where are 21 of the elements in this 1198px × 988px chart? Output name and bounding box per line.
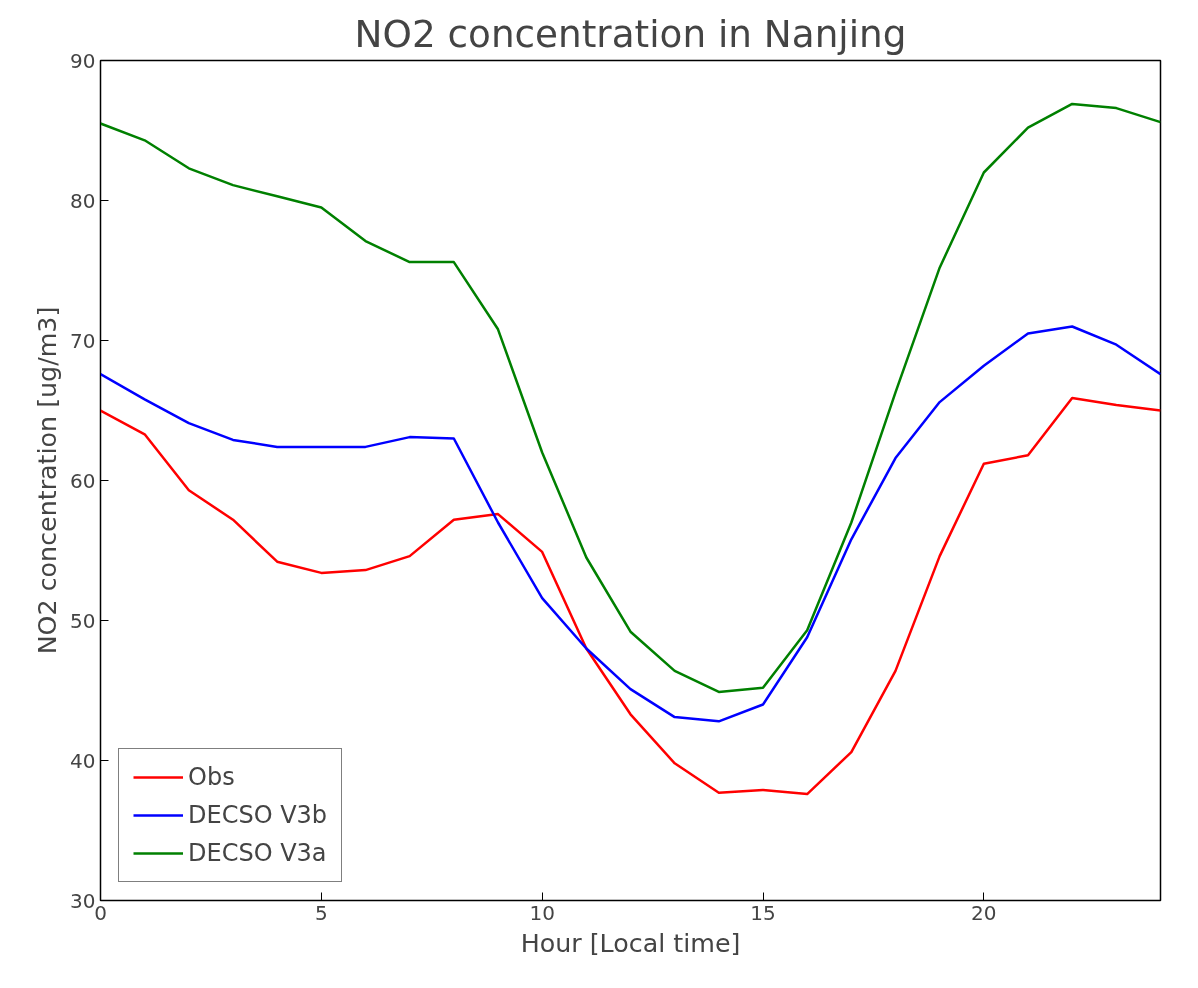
line-series [100, 396, 1161, 796]
y-tick-label: 30 [70, 888, 96, 913]
y-tick-label: 70 [70, 328, 96, 353]
legend-label: Obs [188, 763, 235, 791]
y-tick-label: 90 [70, 48, 96, 73]
chart-title: NO2 concentration in Nanjing [354, 11, 907, 56]
line-series [100, 325, 1161, 723]
x-tick-label: 20 [971, 900, 997, 925]
x-tick-label: 15 [750, 900, 776, 925]
y-tick-label: 80 [70, 188, 96, 213]
x-axis-title: Hour [Local time] [520, 927, 741, 958]
x-tick-label: 5 [314, 900, 328, 925]
y-tick-label: 60 [70, 468, 96, 493]
x-tick-label: 0 [94, 900, 107, 925]
y-axis-title: NO2 concentration [ug/m3] [32, 306, 63, 655]
y-tick-label: 50 [70, 608, 96, 633]
x-tick-label: 10 [529, 900, 555, 925]
y-tick-label: 40 [70, 748, 96, 773]
legend-label: DECSO V3a [188, 839, 327, 867]
legend-label: DECSO V3b [188, 801, 328, 829]
line-series [100, 102, 1161, 694]
